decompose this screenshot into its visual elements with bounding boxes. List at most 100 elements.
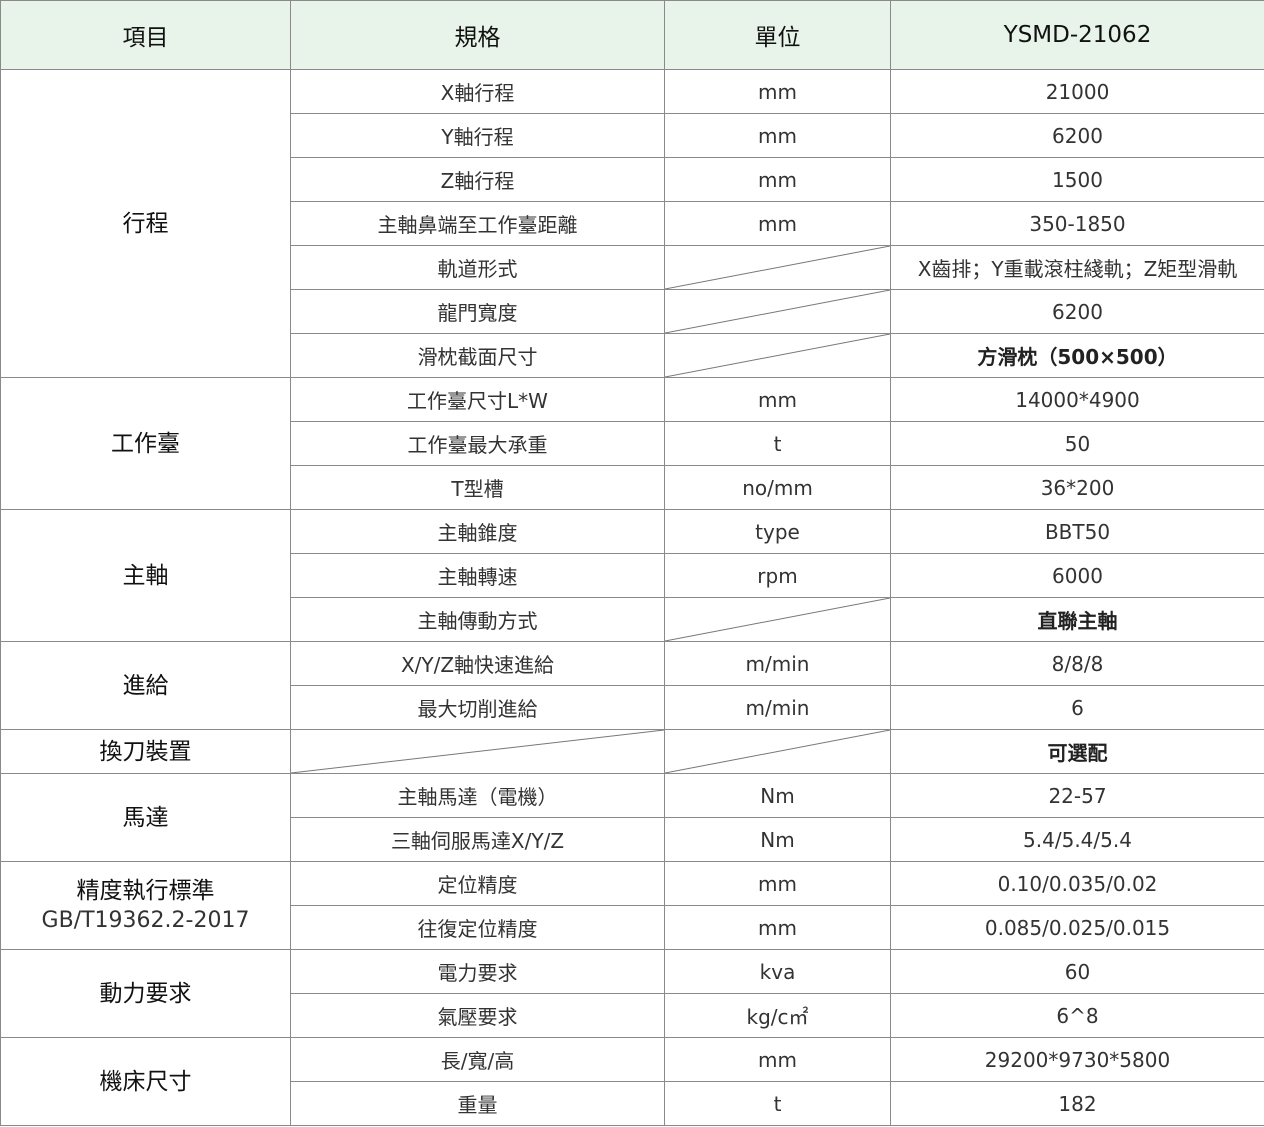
- spec-cell: 往復定位精度: [290, 905, 665, 950]
- value-cell: 21000: [890, 69, 1264, 114]
- spec-cell: 軌道形式: [290, 245, 665, 290]
- category-label: 動力要求: [99, 980, 192, 1007]
- unit-cell: t: [664, 421, 891, 466]
- value-cell: 6200: [890, 113, 1264, 158]
- category-cell: 動力要求: [0, 949, 291, 1038]
- spec-table-body: 行程 X軸行程 mm 21000 Y軸行程 mm 6200 Z軸行程 mm 1500 主軸鼻端至工作…: [0, 69, 1264, 1126]
- table-row: 工作臺最大承重 t 50: [1, 421, 1264, 466]
- spec-cell: 主軸傳動方式: [290, 597, 665, 642]
- table-row: 機床尺寸 長/寬/高 mm 29200*9730*5800: [0, 1037, 1264, 1126]
- category-label: 行程: [122, 210, 169, 237]
- unit-cell: mm: [664, 157, 891, 202]
- category-label: 主軸: [122, 562, 169, 589]
- diagonal-slash: [665, 730, 890, 773]
- header-model: YSMD-21062: [890, 0, 1264, 70]
- table-row: 往復定位精度 mm 0.085/0.025/0.015: [1, 905, 1264, 950]
- header-spec: 規格: [290, 0, 665, 70]
- category-cell: 主軸: [0, 509, 291, 642]
- unit-cell: Nm: [664, 773, 891, 818]
- table-row: 換刀裝置 可選配: [0, 729, 1264, 774]
- table-row: Y軸行程 mm 6200: [1, 113, 1264, 158]
- spec-cell: 最大切削進給: [290, 685, 665, 730]
- diagonal-slash: [665, 290, 890, 333]
- value-cell: 0.10/0.035/0.02: [890, 861, 1264, 906]
- value-cell: 50: [890, 421, 1264, 466]
- unit-cell: m/min: [664, 685, 891, 730]
- table-row: 三軸伺服馬達X/Y/Z Nm 5.4/5.4/5.4: [1, 817, 1264, 862]
- unit-cell: mm: [664, 377, 891, 422]
- unit-cell: [664, 597, 891, 642]
- category-label: 機床尺寸: [99, 1068, 192, 1095]
- table-row: 主軸轉速 rpm 6000: [1, 553, 1264, 598]
- diagonal-slash: [665, 598, 890, 641]
- category-cell: 機床尺寸: [0, 1037, 291, 1126]
- spec-cell: 工作臺最大承重: [290, 421, 665, 466]
- diagonal-slash: [291, 730, 664, 773]
- spec-cell: 主軸馬達（電機）: [290, 773, 665, 818]
- value-cell: 60: [890, 949, 1264, 994]
- value-cell: 方滑枕（500×500）: [890, 333, 1264, 378]
- unit-cell: m/min: [664, 641, 891, 686]
- spec-cell: 工作臺尺寸L*W: [290, 377, 665, 422]
- spec-cell: 氣壓要求: [290, 993, 665, 1038]
- unit-cell: mm: [664, 69, 891, 114]
- table-row: 重量 t 182: [1, 1081, 1264, 1126]
- value-cell: 22-57: [890, 773, 1264, 818]
- table-row: 主軸 主軸錐度 type BBT50: [0, 509, 1264, 642]
- category-label: 馬達: [122, 804, 169, 831]
- header-item: 項目: [0, 0, 291, 70]
- value-cell: 6200: [890, 289, 1264, 334]
- unit-cell: type: [664, 509, 891, 554]
- unit-cell: [664, 289, 891, 334]
- spec-cell: X/Y/Z軸快速進給: [290, 641, 665, 686]
- category-sublabel: GB/T19362.2-2017: [41, 907, 250, 933]
- unit-cell: kva: [664, 949, 891, 994]
- unit-cell: rpm: [664, 553, 891, 598]
- category-label: 工作臺: [111, 430, 180, 457]
- unit-cell: mm: [664, 861, 891, 906]
- value-cell: 1500: [890, 157, 1264, 202]
- spec-cell: 主軸鼻端至工作臺距離: [290, 201, 665, 246]
- value-cell: 6000: [890, 553, 1264, 598]
- category-label: 精度執行標準: [76, 877, 215, 904]
- category-label: 換刀裝置: [99, 738, 192, 765]
- category-label: 進給: [122, 672, 169, 699]
- category-cell: 行程: [0, 69, 291, 378]
- unit-cell: Nm: [664, 817, 891, 862]
- table-row: 工作臺 工作臺尺寸L*W mm 14000*4900: [0, 377, 1264, 510]
- table-row: T型槽 no/mm 36*200: [1, 465, 1264, 510]
- unit-cell: mm: [664, 1037, 891, 1082]
- unit-cell: mm: [664, 113, 891, 158]
- value-cell: 36*200: [890, 465, 1264, 510]
- value-cell: 350-1850: [890, 201, 1264, 246]
- spec-cell: X軸行程: [290, 69, 665, 114]
- value-cell: 0.085/0.025/0.015: [890, 905, 1264, 950]
- category-cell: 精度執行標準 GB/T19362.2-2017: [0, 861, 291, 950]
- table-row: 進給 X/Y/Z軸快速進給 m/min 8/8/8: [0, 641, 1264, 730]
- diagonal-slash: [665, 334, 890, 377]
- spec-cell: Y軸行程: [290, 113, 665, 158]
- spec-cell: 滑枕截面尺寸: [290, 333, 665, 378]
- value-cell: 6: [890, 685, 1264, 730]
- table-row: 馬達 主軸馬達（電機） Nm 22-57: [0, 773, 1264, 862]
- unit-cell: no/mm: [664, 465, 891, 510]
- value-cell: 14000*4900: [890, 377, 1264, 422]
- spec-cell: Z軸行程: [290, 157, 665, 202]
- category-cell: 工作臺: [0, 377, 291, 510]
- spec-cell: 主軸轉速: [290, 553, 665, 598]
- header-unit: 單位: [664, 0, 891, 70]
- table-row: 最大切削進給 m/min 6: [1, 685, 1264, 730]
- spec-cell: 電力要求: [290, 949, 665, 994]
- category-cell: 進給: [0, 641, 291, 730]
- value-cell: 8/8/8: [890, 641, 1264, 686]
- spec-cell: 重量: [290, 1081, 665, 1126]
- unit-cell: kg/c㎡: [664, 993, 891, 1038]
- value-cell: 182: [890, 1081, 1264, 1126]
- unit-cell: t: [664, 1081, 891, 1126]
- spec-cell: T型槽: [290, 465, 665, 510]
- value-cell: 直聯主軸: [890, 597, 1264, 642]
- unit-cell: mm: [664, 905, 891, 950]
- value-cell: BBT50: [890, 509, 1264, 554]
- unit-cell: [664, 729, 891, 774]
- table-row: 精度執行標準 GB/T19362.2-2017 定位精度 mm 0.10/0.035/0…: [0, 861, 1264, 950]
